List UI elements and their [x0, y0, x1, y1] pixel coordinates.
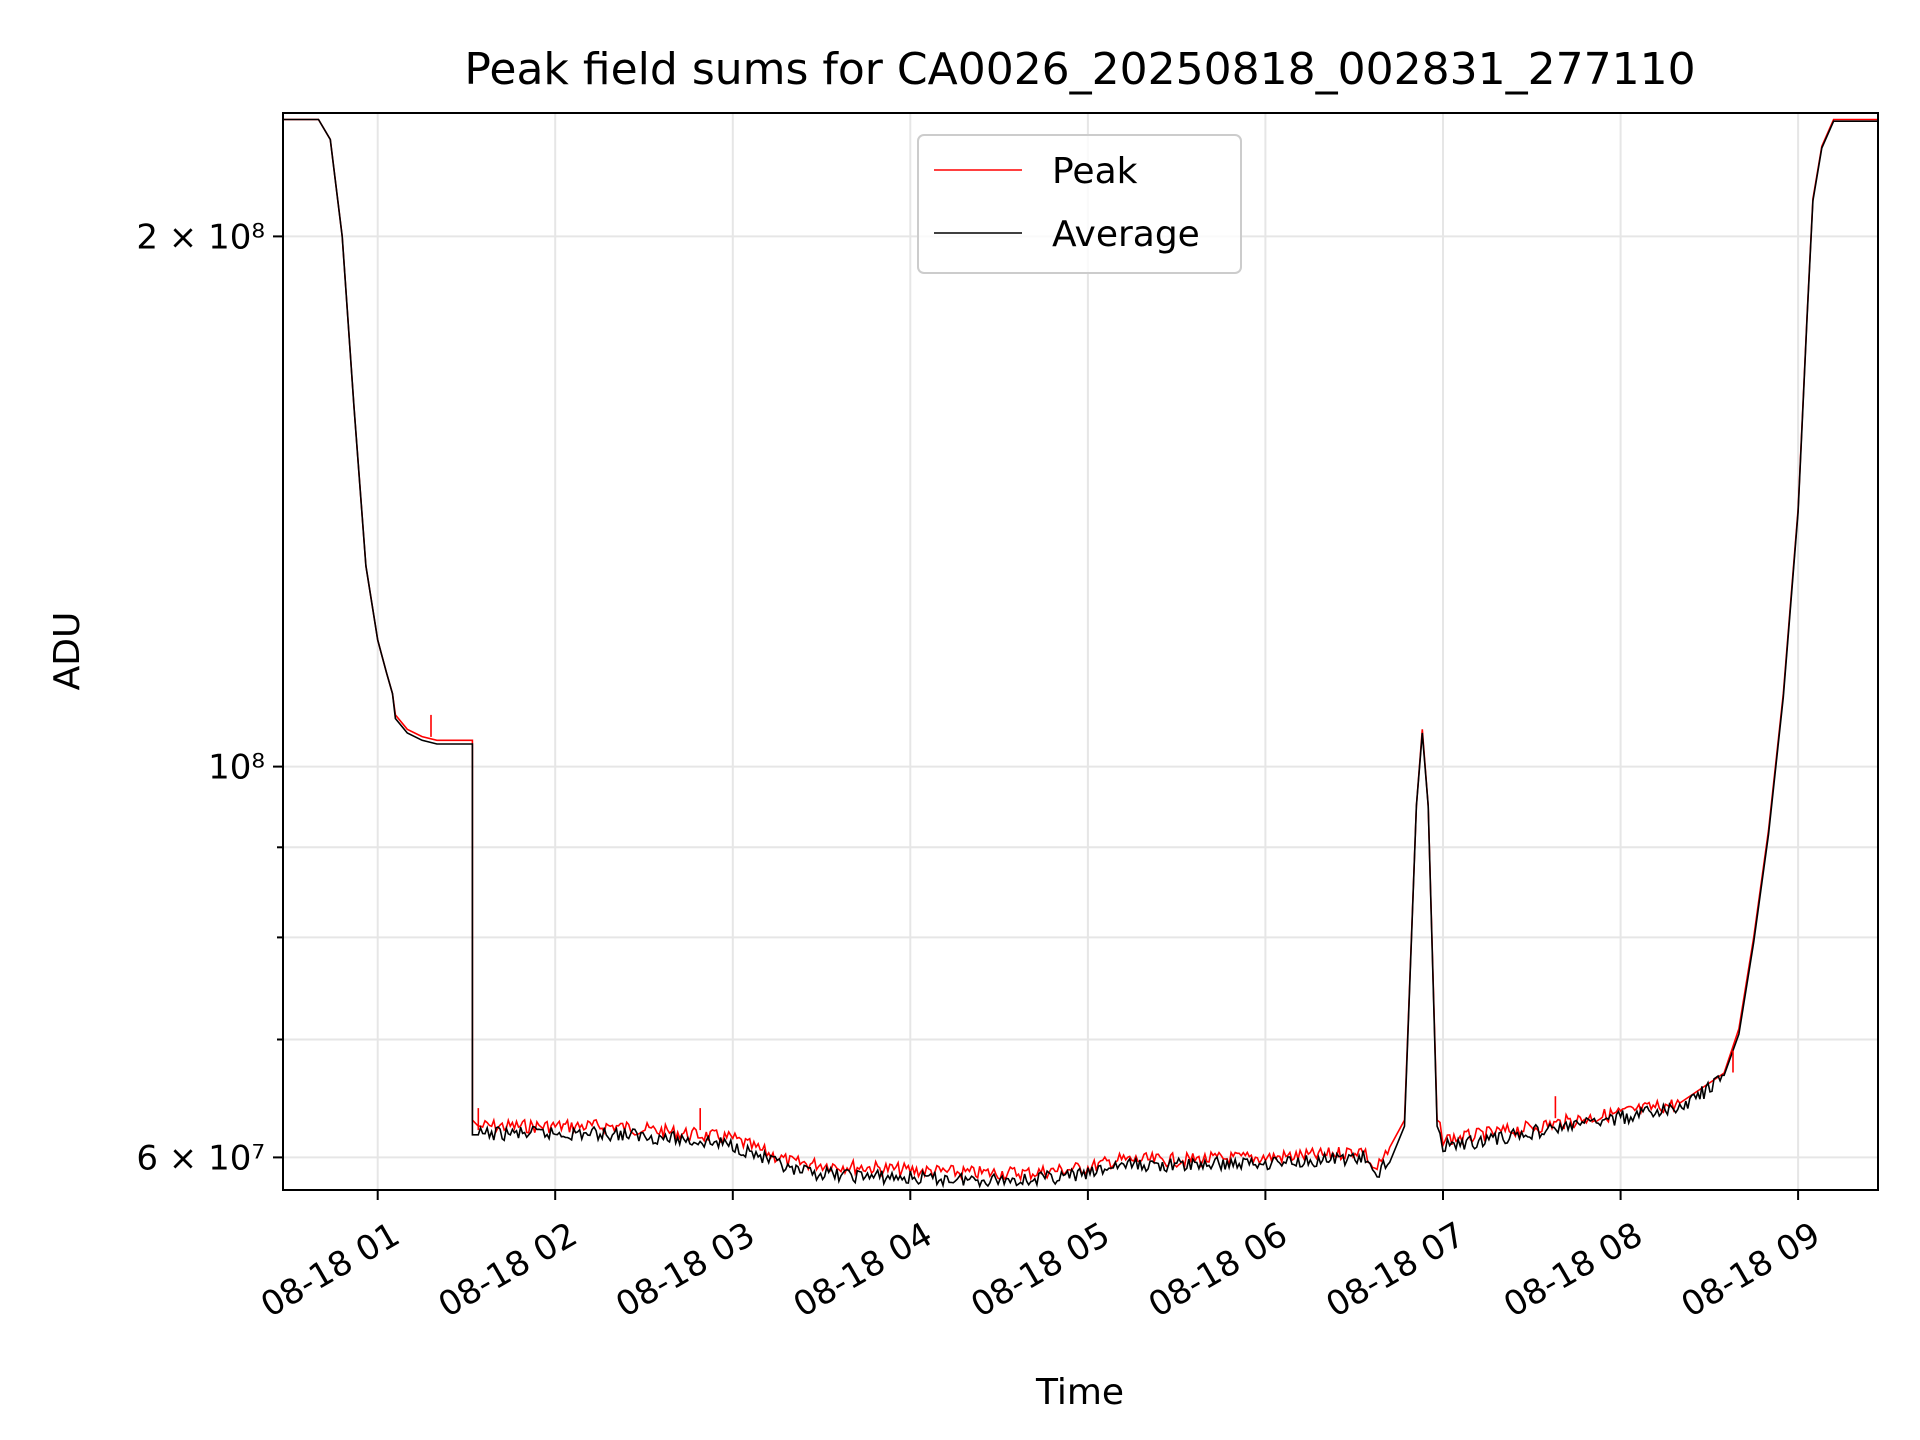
chart-title: Peak field sums for CA0026_20250818_0028… [464, 44, 1695, 95]
plot-frame [282, 112, 1879, 1191]
y-axis-label: ADU [47, 612, 88, 691]
legend-label-peak: Peak [1052, 151, 1138, 192]
x-axis-label: Time [1035, 1372, 1124, 1413]
series-line-average [283, 118, 1878, 1189]
y-tick-label: 10⁸ [208, 748, 265, 788]
legend: Peak Average [917, 134, 1242, 274]
y-axis: 6 × 10⁷ 10⁸ 2 × 10⁸ [136, 217, 283, 1178]
y-tick-label: 2 × 10⁸ [136, 217, 265, 257]
grid [283, 113, 1878, 1190]
legend-label-average: Average [1052, 214, 1200, 255]
series-group [283, 118, 1878, 1189]
y-tick-label: 6 × 10⁷ [136, 1138, 265, 1178]
